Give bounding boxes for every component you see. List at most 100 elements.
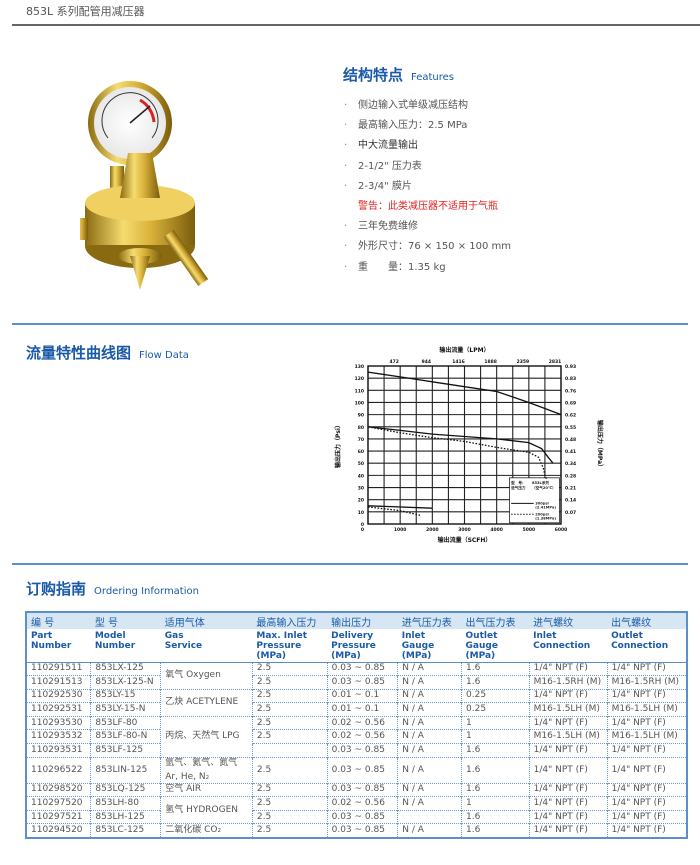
column-header-cn: 出气压力表 — [461, 612, 530, 629]
series-line-2 — [367, 426, 548, 480]
x-top-tick-label: 2359 — [517, 359, 530, 365]
legend-box — [509, 477, 560, 524]
x-tick-label: 3000 — [458, 527, 471, 533]
y-right-tick-label: 0.69 — [565, 400, 576, 406]
y-right-tick-label: 0.76 — [565, 388, 576, 394]
header-line: (MPa) — [401, 651, 432, 661]
x-tick-label: 0 — [361, 527, 364, 533]
cell-oc: 1/4" NPT (F) — [606, 688, 687, 703]
cell-part: 110293532 — [25, 729, 91, 744]
series-line-3 — [367, 505, 433, 509]
cell-ig: N / A — [397, 782, 462, 797]
cell-max: 2.5 — [251, 715, 328, 730]
cell-max: 2.5 — [251, 756, 328, 784]
cell-og: 1.6 — [461, 809, 530, 824]
features-title: 结构特点 — [343, 66, 404, 84]
y-tick-label: 130 — [355, 364, 364, 370]
y-tick-label: 0 — [361, 522, 364, 528]
y-tick-label: 120 — [355, 376, 364, 382]
cell-ig: N / A — [397, 688, 462, 703]
ordering-table: 编 号型 号适用气体 最高输入压力 输出压力 进气压力表 出气压力表 进气螺纹 出气螺纹 P… — [25, 611, 688, 839]
legend-title: （空气20℃） — [532, 485, 556, 490]
header-line: Model — [94, 631, 126, 641]
cell-ic: M16-1.5LH (M) — [528, 702, 608, 717]
series-line-0 — [367, 371, 562, 416]
cell-model: 853LF-125 — [90, 743, 161, 758]
cell-ig — [397, 809, 462, 824]
cell-ig: N / A — [397, 702, 462, 717]
cell-model: 853LX-125 — [90, 661, 161, 676]
x-tick-label: 5000 — [523, 527, 536, 533]
y-right-axis-title: 输出压力（MPa） — [596, 420, 604, 470]
cell-ig: N / A — [397, 823, 462, 838]
cell-part: 110291513 — [25, 675, 91, 690]
x-tick-label: 1000 — [394, 527, 407, 533]
cell-oc: 1/4" NPT (F) — [606, 743, 687, 758]
cell-oc: 1/4" NPT (F) — [606, 809, 687, 824]
cell-del: 0.02 ~ 0.56 — [326, 796, 398, 811]
cell-model: 853LF-80-N — [90, 729, 161, 744]
flow-title: 流量特性曲线图 — [26, 344, 132, 362]
ordering-title: 订购指南 — [26, 580, 87, 598]
header-line: Gauge — [401, 641, 435, 651]
cell-model: 853LC-125 — [90, 823, 161, 838]
table-row: 110293531 853LF-125 0.03 ~ 0.85 N / A 1.6 1/4… — [25, 743, 687, 758]
y-tick-label: 70 — [358, 437, 364, 443]
document-title: 853L 系列配管用减压器 — [26, 5, 145, 18]
y-tick-label: 10 — [358, 510, 364, 516]
cell-gas: 氩气、氦气、氮气 Ar, He, N₂ — [160, 756, 253, 784]
header-divider — [12, 24, 700, 26]
legend-label: 300psi — [535, 501, 548, 505]
ordering-heading: 订购指南 Ordering Information — [26, 578, 199, 599]
cell-part: 110297520 — [25, 796, 91, 811]
cell-oc: 1/4" NPT (F) — [606, 796, 687, 811]
section-divider — [12, 563, 688, 565]
y-right-tick-label: 0.93 — [565, 364, 576, 370]
features-list: · 侧边输入式单级减压结构 · 最高输入压力：2.5 MPa · 中大流量输出 · 2-… — [344, 98, 511, 280]
cell-og: 1 — [461, 729, 530, 744]
cell-max: 2.5 — [251, 661, 328, 676]
cell-model: 853LH-80 — [90, 796, 161, 811]
cell-del: 0.03 ~ 0.85 — [326, 756, 398, 784]
column-header-cn: 输出压力 — [327, 612, 398, 629]
column-header-en: Max. Inlet Pressure (MPa) — [252, 629, 328, 663]
header-line: Max. Inlet — [256, 631, 308, 641]
x-top-tick-label: 472 — [389, 359, 398, 365]
cell-ig: N / A — [397, 796, 462, 811]
cell-part: 110298520 — [25, 782, 91, 797]
column-header-en: Gas Service — [160, 629, 253, 663]
column-header-cn: 最高输入压力 — [252, 612, 328, 629]
table-row: 110291511 853LX-125 氧气 Oxygen 2.5 0.03 ~ 0.8… — [25, 661, 687, 690]
cell-gas: 氧气 Oxygen — [160, 661, 253, 690]
x-top-tick-label: 1888 — [484, 359, 497, 365]
cell-gas: 二氧化碳 CO₂ — [160, 823, 253, 838]
feature-item: · 最高输入压力：2.5 MPa — [344, 120, 468, 132]
cell-max: 2.5 — [251, 782, 328, 797]
table-row: 110298520 853LQ-125 空气 AIR 2.5 0.03 ~ 0.85 N … — [25, 782, 687, 797]
header-line: (MPa) — [465, 651, 496, 661]
header-line: Number — [94, 641, 136, 651]
cell-oc: 1/4" NPT (F) — [606, 823, 687, 838]
cell-max: 2.5 — [251, 729, 328, 744]
column-header-cn: 型 号 — [90, 612, 161, 629]
cell-model: 853LF-80 — [90, 715, 161, 730]
cell-ic: 1/4" NPT (F) — [528, 756, 608, 784]
plot-frame — [367, 365, 562, 525]
ordering-title-en: Ordering Information — [94, 586, 199, 597]
cell-model: 853LH-125 — [90, 809, 161, 824]
cell-og: 1.6 — [461, 756, 530, 784]
header-line: Number — [31, 641, 72, 651]
cell-og: 1.6 — [461, 661, 530, 676]
cell-og: 1.6 — [461, 782, 530, 797]
cell-ic: M16-1.5LH (M) — [528, 729, 608, 744]
cell-model: 853LQ-125 — [90, 782, 161, 797]
feature-item: · 2-1/2" 压力表 — [344, 160, 422, 172]
cell-gas: 空气 AIR — [160, 782, 253, 797]
column-header-en: Outlet Gauge (MPa) — [461, 629, 530, 663]
cell-og: 0.25 — [461, 702, 530, 717]
cell-max: 2.5 — [251, 702, 328, 717]
cell-max: 2.5 — [251, 675, 328, 690]
header-line: Gas — [164, 631, 184, 641]
y-tick-label: 80 — [358, 425, 364, 431]
